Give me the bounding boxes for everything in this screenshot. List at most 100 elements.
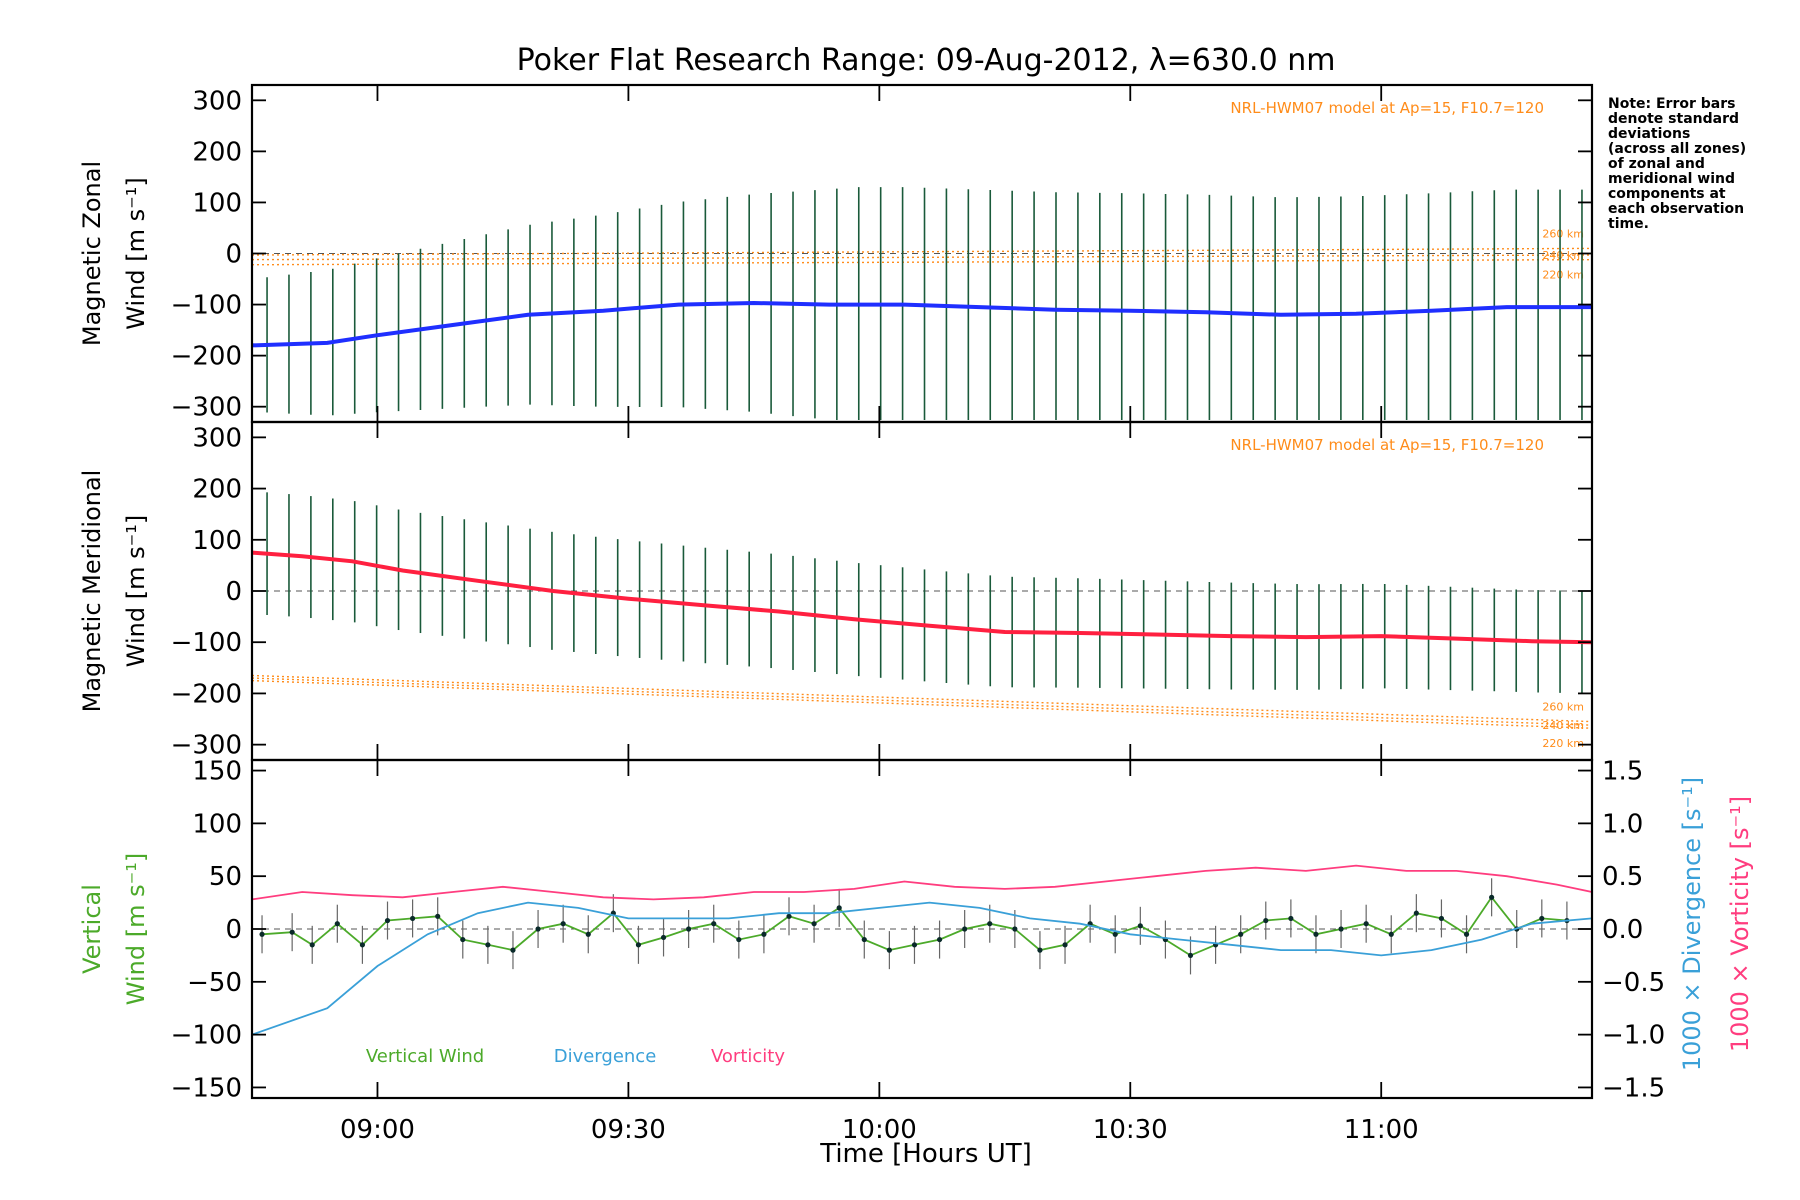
- note-line: each observation: [1608, 201, 1744, 217]
- vertical-wind-point: [911, 942, 918, 948]
- y-tick-label: −100: [171, 628, 242, 658]
- vertical-wind-point: [936, 936, 943, 943]
- vertical-wind-point: [962, 926, 968, 932]
- x-axis-label: Time [Hours UT]: [819, 1139, 1032, 1169]
- y-tick-label: −150: [171, 1073, 242, 1103]
- model-line: [251, 247, 1593, 256]
- vertical-wind-point: [761, 931, 767, 937]
- y-tick-label: 50: [209, 862, 242, 892]
- model-altitude-label: 220 km: [1542, 269, 1584, 282]
- model-altitude-label: 260 km: [1542, 701, 1584, 714]
- y2-tick-label: 0.5: [1602, 862, 1643, 892]
- y-tick-label: 150: [192, 757, 242, 787]
- vertical-wind-point: [1489, 894, 1495, 900]
- y-tick-label: −200: [171, 679, 242, 709]
- vertical-wind-point: [1338, 926, 1344, 932]
- y-axis-label: Wind [m s⁻¹]: [122, 853, 150, 1005]
- panel-meridional: 260 km 240 km 220 km NRL-HWM07 model at Ap=…: [78, 420, 1594, 762]
- y2-axis-label-vorticity: 1000 × Vorticity [s⁻¹]: [1726, 796, 1754, 1052]
- x-tick-label: 10:00: [842, 1115, 917, 1145]
- y-axis-label: Magnetic Zonal: [78, 161, 106, 346]
- note-line: meridional wind: [1608, 171, 1735, 187]
- y-tick-label: 100: [192, 188, 242, 218]
- y-tick-label: 200: [192, 137, 242, 167]
- vertical-wind-point: [1438, 915, 1445, 922]
- y-tick-label: −200: [171, 342, 242, 372]
- vertical-wind-point: [1037, 947, 1043, 953]
- legend-entry: Divergence: [554, 1046, 657, 1067]
- x-tick-label: 11:00: [1344, 1115, 1419, 1145]
- vertical-wind-point: [1112, 931, 1118, 937]
- model-line: [251, 674, 1593, 723]
- vertical-wind-point: [1313, 931, 1319, 937]
- series-line: [251, 300, 1592, 348]
- vertical-wind-point: [585, 931, 591, 937]
- y2-tick-label: −0.5: [1602, 968, 1665, 998]
- panel-vertical: Vertical Wind Divergence Vorticity 1.5 1.0 0.…: [78, 757, 1754, 1145]
- vertical-wind-point: [836, 905, 842, 911]
- vertical-wind-point: [409, 915, 416, 922]
- panels: 260 km 240 km 220 km NRL-HWM07 model at Ap=…: [78, 83, 1754, 1145]
- y2-axis-label-divergence: 1000 × Divergence [s⁻¹]: [1678, 777, 1706, 1071]
- vertical-wind-point: [535, 926, 541, 932]
- y2-tick-label: −1.0: [1602, 1021, 1665, 1051]
- vertical-wind-point: [886, 947, 892, 953]
- model-altitude-label: 240 km: [1542, 719, 1584, 732]
- vertical-wind-point: [786, 913, 792, 919]
- series-line: [251, 550, 1593, 645]
- model-altitude-label: 220 km: [1542, 737, 1584, 750]
- model-label: NRL-HWM07 model at Ap=15, F10.7=120: [1230, 99, 1544, 117]
- x-tick-label: 10:30: [1093, 1115, 1168, 1145]
- chart-title: Poker Flat Research Range: 09-Aug-2012, …: [517, 43, 1336, 78]
- y2-tick-label: 1.0: [1602, 809, 1643, 839]
- vertical-wind-point: [1539, 915, 1545, 922]
- vertical-wind-point: [259, 931, 265, 937]
- y-tick-label: 0: [225, 577, 242, 607]
- x-tick-label: 09:30: [591, 1115, 666, 1145]
- y-axis-label: Wind [m s⁻¹]: [122, 177, 150, 329]
- vertical-wind-point: [811, 921, 817, 927]
- vertical-wind-point: [359, 942, 366, 948]
- vertical-wind-point: [635, 942, 642, 948]
- vertical-wind-point: [1263, 917, 1269, 924]
- y-tick-label: −300: [171, 731, 242, 761]
- y2-tick-label: 1.5: [1602, 757, 1643, 787]
- y-tick-label: 0: [225, 240, 242, 270]
- model-line: [251, 679, 1593, 729]
- y-tick-label: −300: [171, 393, 242, 423]
- y-tick-label: −50: [187, 968, 242, 998]
- y-tick-label: 100: [192, 526, 242, 556]
- y-tick-label: −100: [171, 1021, 242, 1051]
- vertical-wind-point: [1363, 921, 1369, 927]
- note-line: components at: [1608, 186, 1726, 202]
- note-line: time.: [1608, 216, 1649, 232]
- vertical-wind-point: [1187, 952, 1194, 959]
- note-line: denote standard: [1608, 111, 1739, 127]
- y2-tick-label: 0.0: [1602, 915, 1643, 945]
- vertical-wind-point: [309, 942, 315, 948]
- vertical-wind-point: [485, 942, 491, 948]
- note-line: (across all zones): [1608, 141, 1746, 157]
- y2-tick-label: −1.5: [1602, 1073, 1665, 1103]
- model-line: [251, 677, 1593, 726]
- vertical-wind-point: [736, 936, 742, 943]
- note-line: deviations: [1608, 126, 1690, 142]
- model-line: [251, 258, 1593, 266]
- y-axis-label: Vertical: [78, 884, 106, 974]
- vertical-wind-point: [1238, 931, 1244, 937]
- legend-entry: Vorticity: [711, 1046, 785, 1067]
- vertical-wind-point: [987, 921, 993, 927]
- vertical-wind-point: [1413, 910, 1419, 916]
- vertical-wind-point: [1137, 923, 1143, 929]
- legend-entry: Vertical Wind: [366, 1046, 484, 1067]
- vertical-wind-point: [861, 936, 867, 943]
- model-label: NRL-HWM07 model at Ap=15, F10.7=120: [1230, 436, 1544, 454]
- vertical-wind-point: [686, 926, 692, 932]
- vertical-wind-point: [1388, 931, 1394, 937]
- vertical-wind-point: [384, 917, 391, 924]
- panel-zonal: 260 km 240 km 220 km NRL-HWM07 model at Ap=…: [78, 83, 1594, 424]
- vertical-wind-point: [1463, 931, 1470, 937]
- model-altitude-label: 260 km: [1542, 227, 1584, 240]
- vertical-wind-point: [435, 913, 441, 919]
